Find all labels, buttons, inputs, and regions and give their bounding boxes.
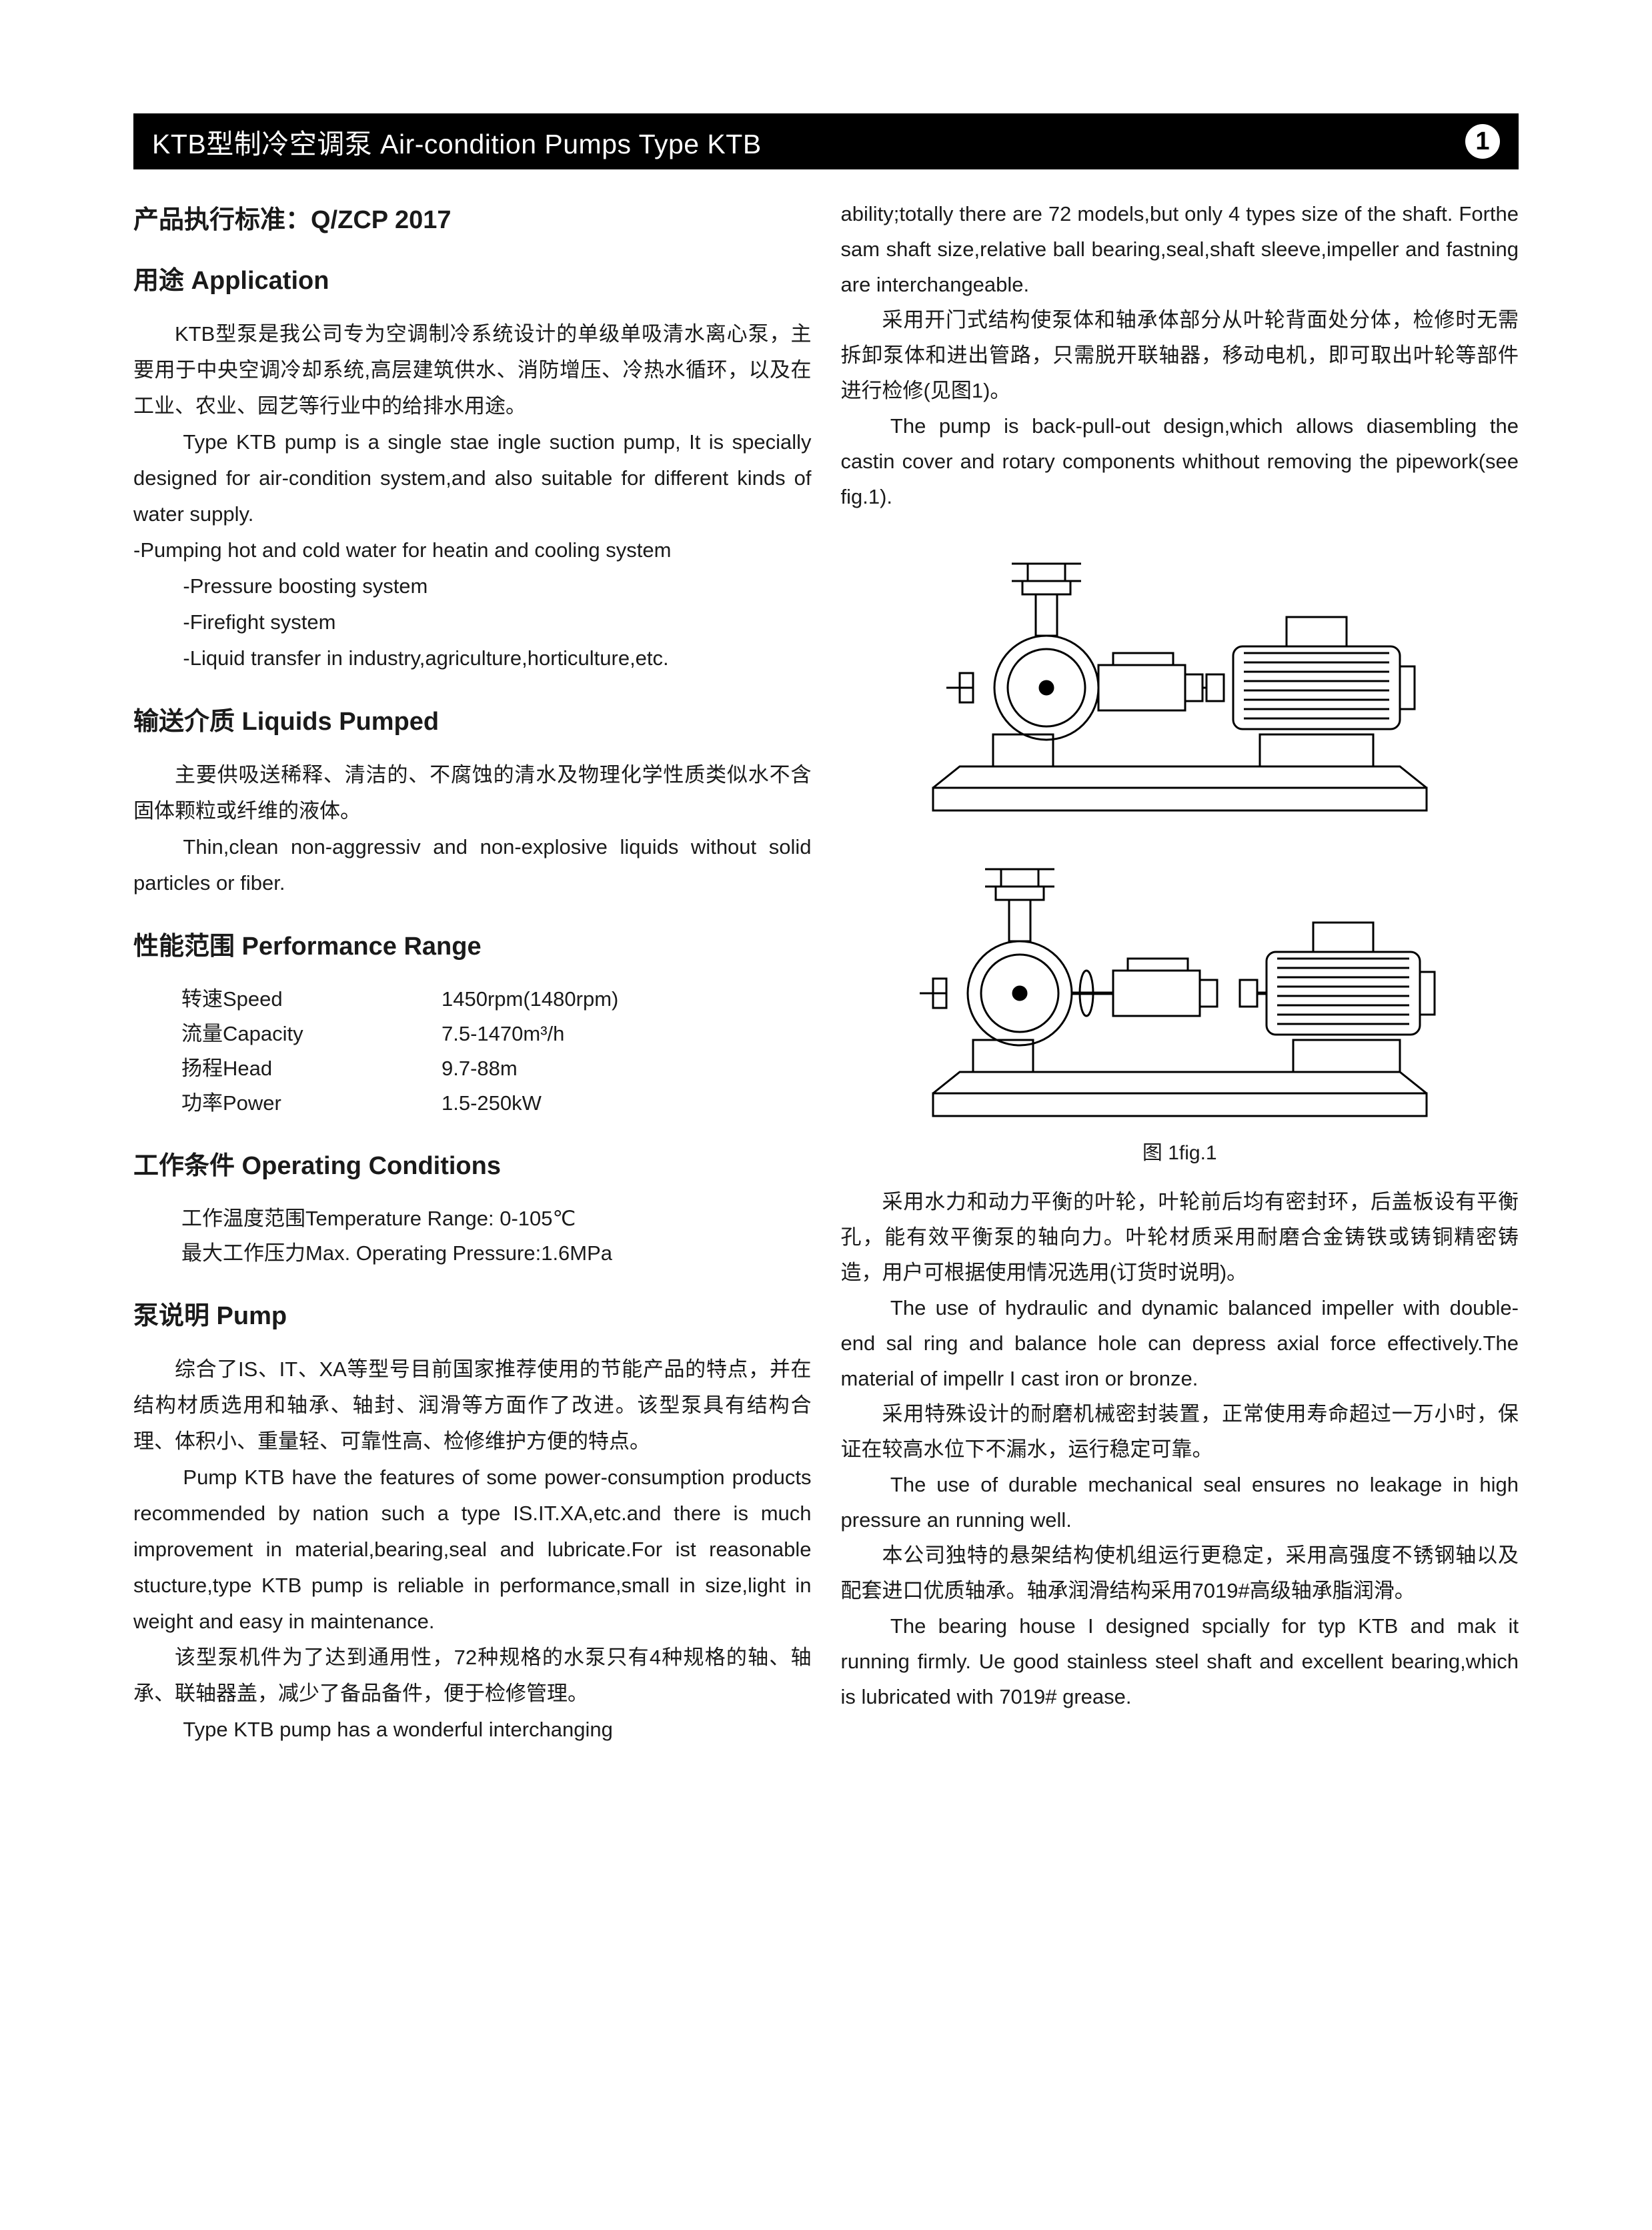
perf-k: 流量Capacity bbox=[181, 1017, 442, 1051]
figure-1 bbox=[886, 534, 1473, 1127]
liquids-en: Thin,clean non-aggressiv and non-explosi… bbox=[133, 829, 812, 901]
perf-k: 扬程Head bbox=[181, 1051, 442, 1086]
application-bullet-3: -Liquid transfer in industry,agriculture… bbox=[133, 640, 812, 676]
perf-k: 转速Speed bbox=[181, 982, 442, 1017]
application-heading: 用途 Application bbox=[133, 259, 812, 296]
application-bullet-1: -Pressure boosting system bbox=[133, 568, 812, 604]
pump-p2-en-cont: ability;totally there are 72 models,but … bbox=[841, 196, 1519, 302]
liquids-heading: 输送介质 Liquids Pumped bbox=[133, 700, 812, 737]
application-bullet-0: -Pumping hot and cold water for heatin a… bbox=[133, 532, 812, 568]
page-number-badge: 1 bbox=[1465, 124, 1500, 159]
perf-row: 流量Capacity7.5-1470m³/h bbox=[181, 1017, 812, 1051]
perf-heading: 性能范围 Performance Range bbox=[133, 925, 812, 962]
application-bullet-2: -Firefight system bbox=[133, 604, 812, 640]
perf-v: 1.5-250kW bbox=[442, 1086, 542, 1121]
content-columns: 产品执行标准：Q/ZCP 2017 用途 Application KTB型泵是我… bbox=[133, 196, 1519, 1748]
pump-p2-en: Type KTB pump has a wonderful interchang… bbox=[133, 1712, 812, 1748]
application-cn: KTB型泵是我公司专为空调制冷系统设计的单级单吸清水离心泵，主要用于中央空调冷却… bbox=[133, 316, 812, 424]
pump-p1-cn: 综合了IS、IT、XA等型号目前国家推荐使用的节能产品的特点，并在结构材质选用和… bbox=[133, 1351, 812, 1460]
perf-v: 9.7-88m bbox=[442, 1051, 518, 1086]
cond-heading: 工作条件 Operating Conditions bbox=[133, 1145, 812, 1181]
standard-heading: 产品执行标准：Q/ZCP 2017 bbox=[133, 199, 812, 235]
liquids-cn: 主要供吸送稀释、清洁的、不腐蚀的清水及物理化学性质类似水不含固体颗粒或纤维的液体… bbox=[133, 757, 812, 829]
perf-v: 1450rpm(1480rpm) bbox=[442, 982, 618, 1017]
pump-p1-en: Pump KTB have the features of some power… bbox=[133, 1460, 812, 1640]
pump-p6-en: The bearing house I designed spcially fo… bbox=[841, 1608, 1519, 1714]
cond-line-1: 最大工作压力Max. Operating Pressure:1.6MPa bbox=[181, 1236, 812, 1271]
perf-table: 转速Speed1450rpm(1480rpm) 流量Capacity7.5-14… bbox=[181, 982, 812, 1121]
application-en: Type KTB pump is a single stae ingle suc… bbox=[133, 424, 812, 532]
pump-p5-cn: 采用特殊设计的耐磨机械密封装置，正常使用寿命超过一万小时，保证在较高水位下不漏水… bbox=[841, 1396, 1519, 1467]
perf-k: 功率Power bbox=[181, 1086, 442, 1121]
pump-p5-en: The use of durable mechanical seal ensur… bbox=[841, 1467, 1519, 1538]
cond-line-0: 工作温度范围Temperature Range: 0-105℃ bbox=[181, 1201, 812, 1236]
pump-p3-en: The pump is back-pull-out design,which a… bbox=[841, 408, 1519, 514]
pump-p2-cn: 该型泵机件为了达到通用性，72种规格的水泵只有4种规格的轴、轴承、联轴器盖，减少… bbox=[133, 1640, 812, 1712]
pump-p6-cn: 本公司独特的悬架结构使机组运行更稳定，采用高强度不锈钢轴以及配套进口优质轴承。轴… bbox=[841, 1538, 1519, 1608]
perf-row: 扬程Head9.7-88m bbox=[181, 1051, 812, 1086]
pump-heading: 泵说明 Pump bbox=[133, 1295, 812, 1331]
perf-v: 7.5-1470m³/h bbox=[442, 1017, 564, 1051]
pump-diagram-assembled-icon bbox=[886, 534, 1473, 821]
pump-p4-en: The use of hydraulic and dynamic balance… bbox=[841, 1290, 1519, 1396]
figure-caption: 图 1fig.1 bbox=[841, 1136, 1519, 1165]
page-title: KTB型制冷空调泵 Air-condition Pumps Type KTB bbox=[152, 121, 762, 161]
pump-p4-cn: 采用水力和动力平衡的叶轮，叶轮前后均有密封环，后盖板设有平衡孔，能有效平衡泵的轴… bbox=[841, 1184, 1519, 1290]
pump-diagram-disassembled-icon bbox=[886, 840, 1473, 1127]
perf-row: 功率Power1.5-250kW bbox=[181, 1086, 812, 1121]
pump-p3-cn: 采用开门式结构使泵体和轴承体部分从叶轮背面处分体，检修时无需拆卸泵体和进出管路，… bbox=[841, 302, 1519, 408]
perf-row: 转速Speed1450rpm(1480rpm) bbox=[181, 982, 812, 1017]
column-right: ability;totally there are 72 models,but … bbox=[841, 196, 1519, 1748]
title-bar: KTB型制冷空调泵 Air-condition Pumps Type KTB 1 bbox=[133, 113, 1519, 169]
column-left: 产品执行标准：Q/ZCP 2017 用途 Application KTB型泵是我… bbox=[133, 196, 812, 1748]
